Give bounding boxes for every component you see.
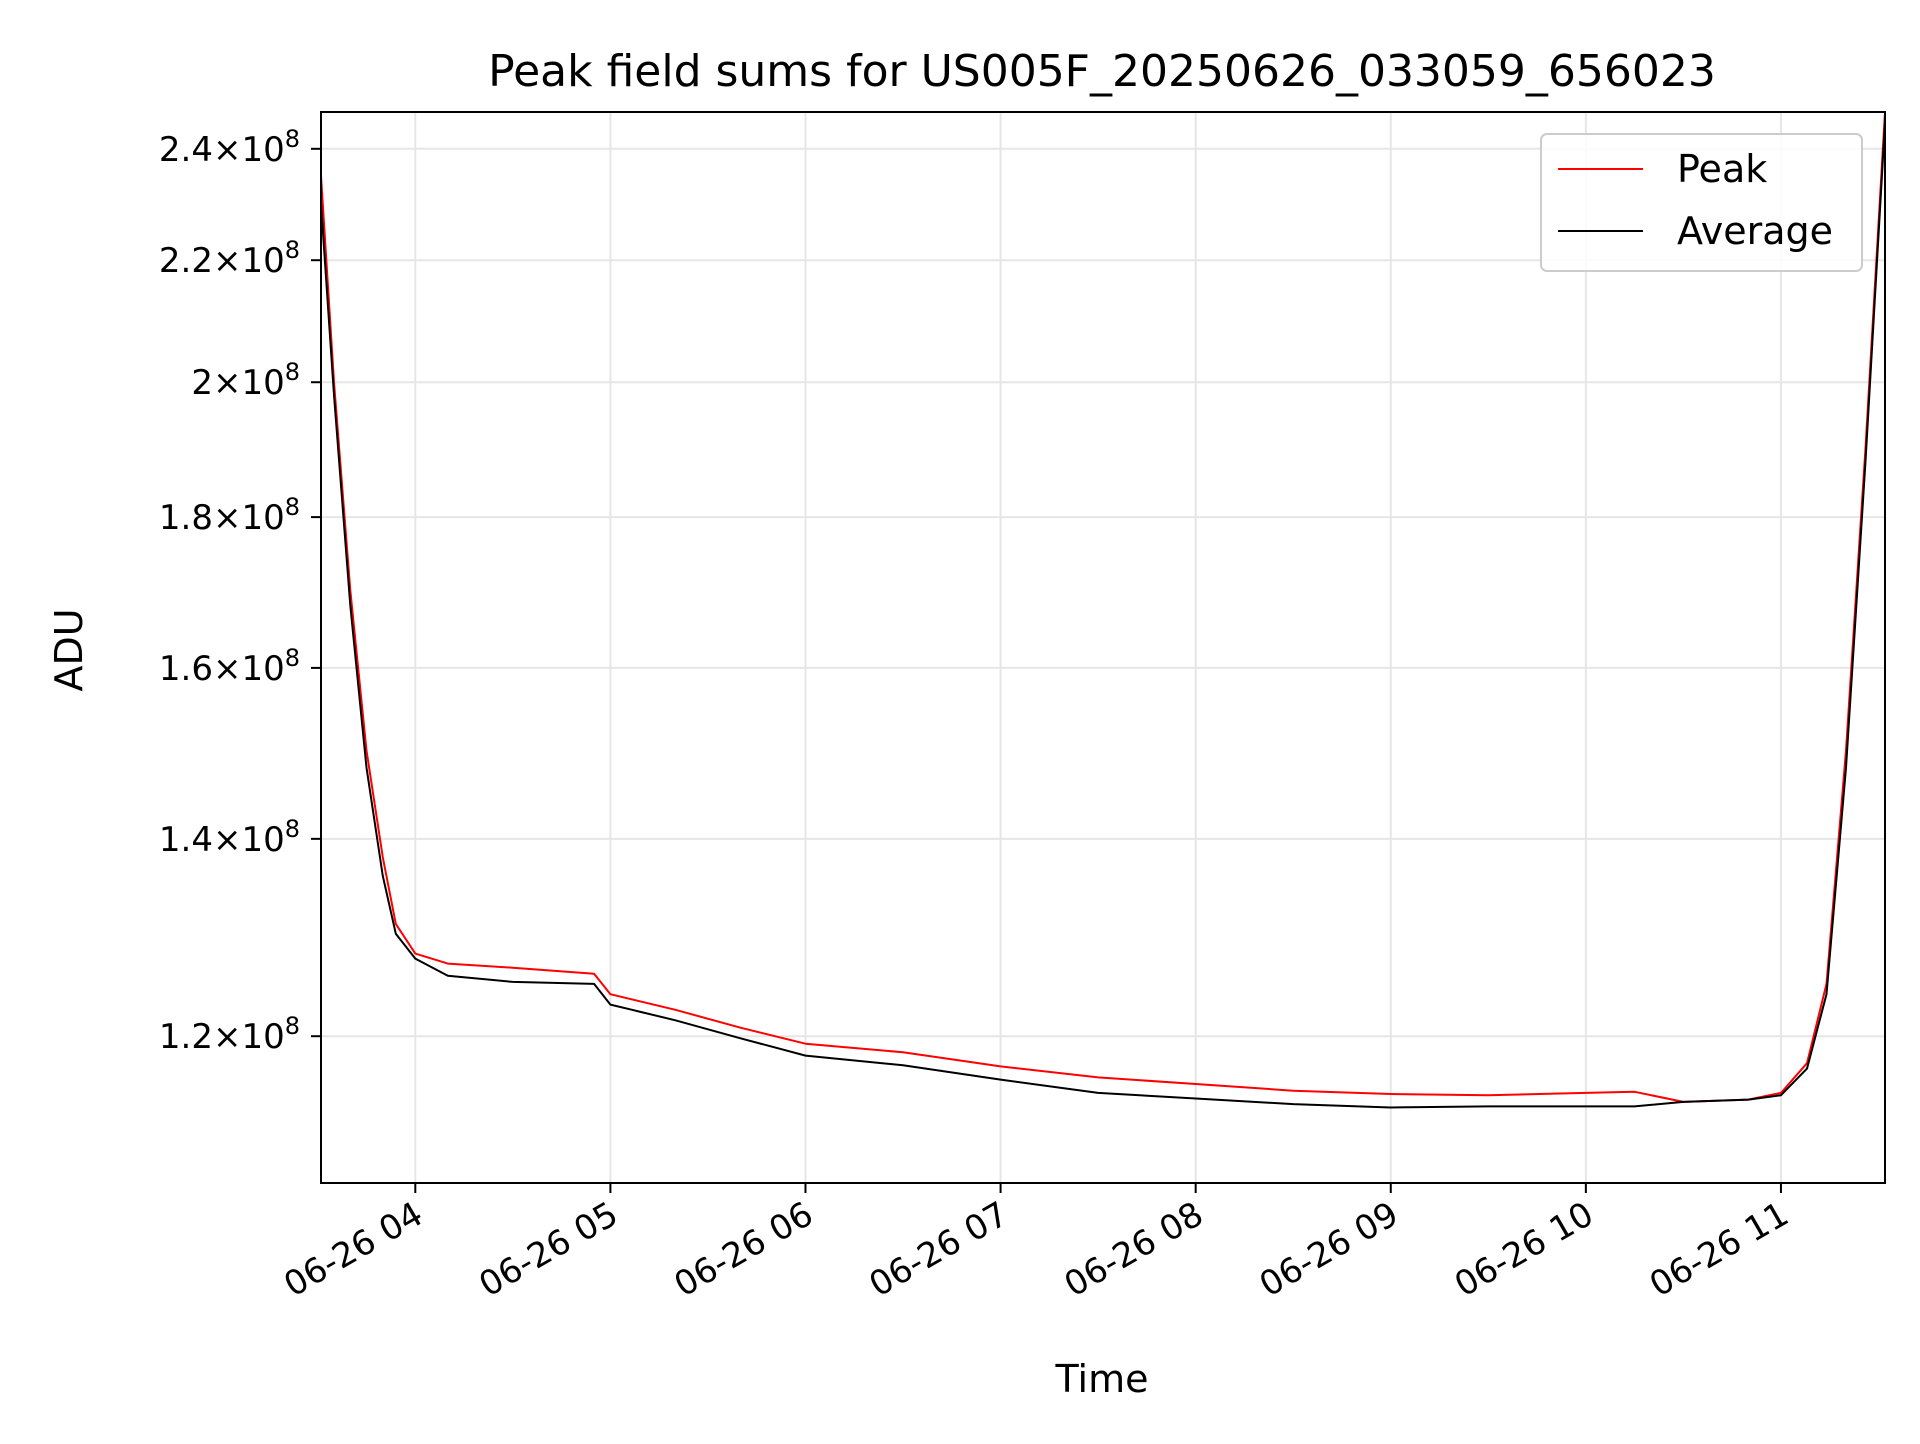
y-axis-label: ADU	[47, 608, 91, 691]
chart-title: Peak field sums for US005F_20250626_0330…	[488, 46, 1716, 97]
x-tick-label: 06-26 08	[1058, 1194, 1210, 1305]
y-tick-label: 1.2×108	[159, 1012, 300, 1057]
y-tick-label: 2.2×108	[159, 236, 300, 281]
series-lines	[320, 111, 1886, 1109]
x-tick-label: 06-26 04	[277, 1194, 429, 1305]
x-axis-label: Time	[1055, 1357, 1149, 1401]
series-line-peak	[320, 111, 1886, 1103]
axis-ticks: 06-26 04 06-26 05 06-26 06 06-26 07 06-26 08…	[159, 125, 1796, 1305]
x-tick-label: 06-26 09	[1253, 1194, 1405, 1305]
legend-label-average: Average	[1677, 209, 1833, 253]
grid-lines	[321, 112, 1885, 1183]
y-tick-label: 1.6×108	[159, 644, 300, 689]
legend: Peak Average	[1540, 133, 1863, 272]
x-tick-label: 06-26 10	[1448, 1194, 1600, 1305]
x-tick-label: 06-26 05	[472, 1194, 624, 1305]
y-tick-label: 1.8×108	[159, 493, 300, 538]
y-tick-label: 2.4×108	[159, 125, 300, 170]
x-tick-label: 06-26 06	[668, 1194, 820, 1305]
series-line-average	[320, 122, 1886, 1109]
x-tick-label: 06-26 11	[1643, 1194, 1795, 1305]
y-tick-label: 2×108	[191, 358, 300, 403]
y-tick-label: 1.4×108	[159, 815, 300, 860]
plot-frame	[320, 111, 1886, 1184]
legend-label-peak: Peak	[1677, 147, 1767, 191]
x-tick-label: 06-26 07	[863, 1194, 1015, 1305]
